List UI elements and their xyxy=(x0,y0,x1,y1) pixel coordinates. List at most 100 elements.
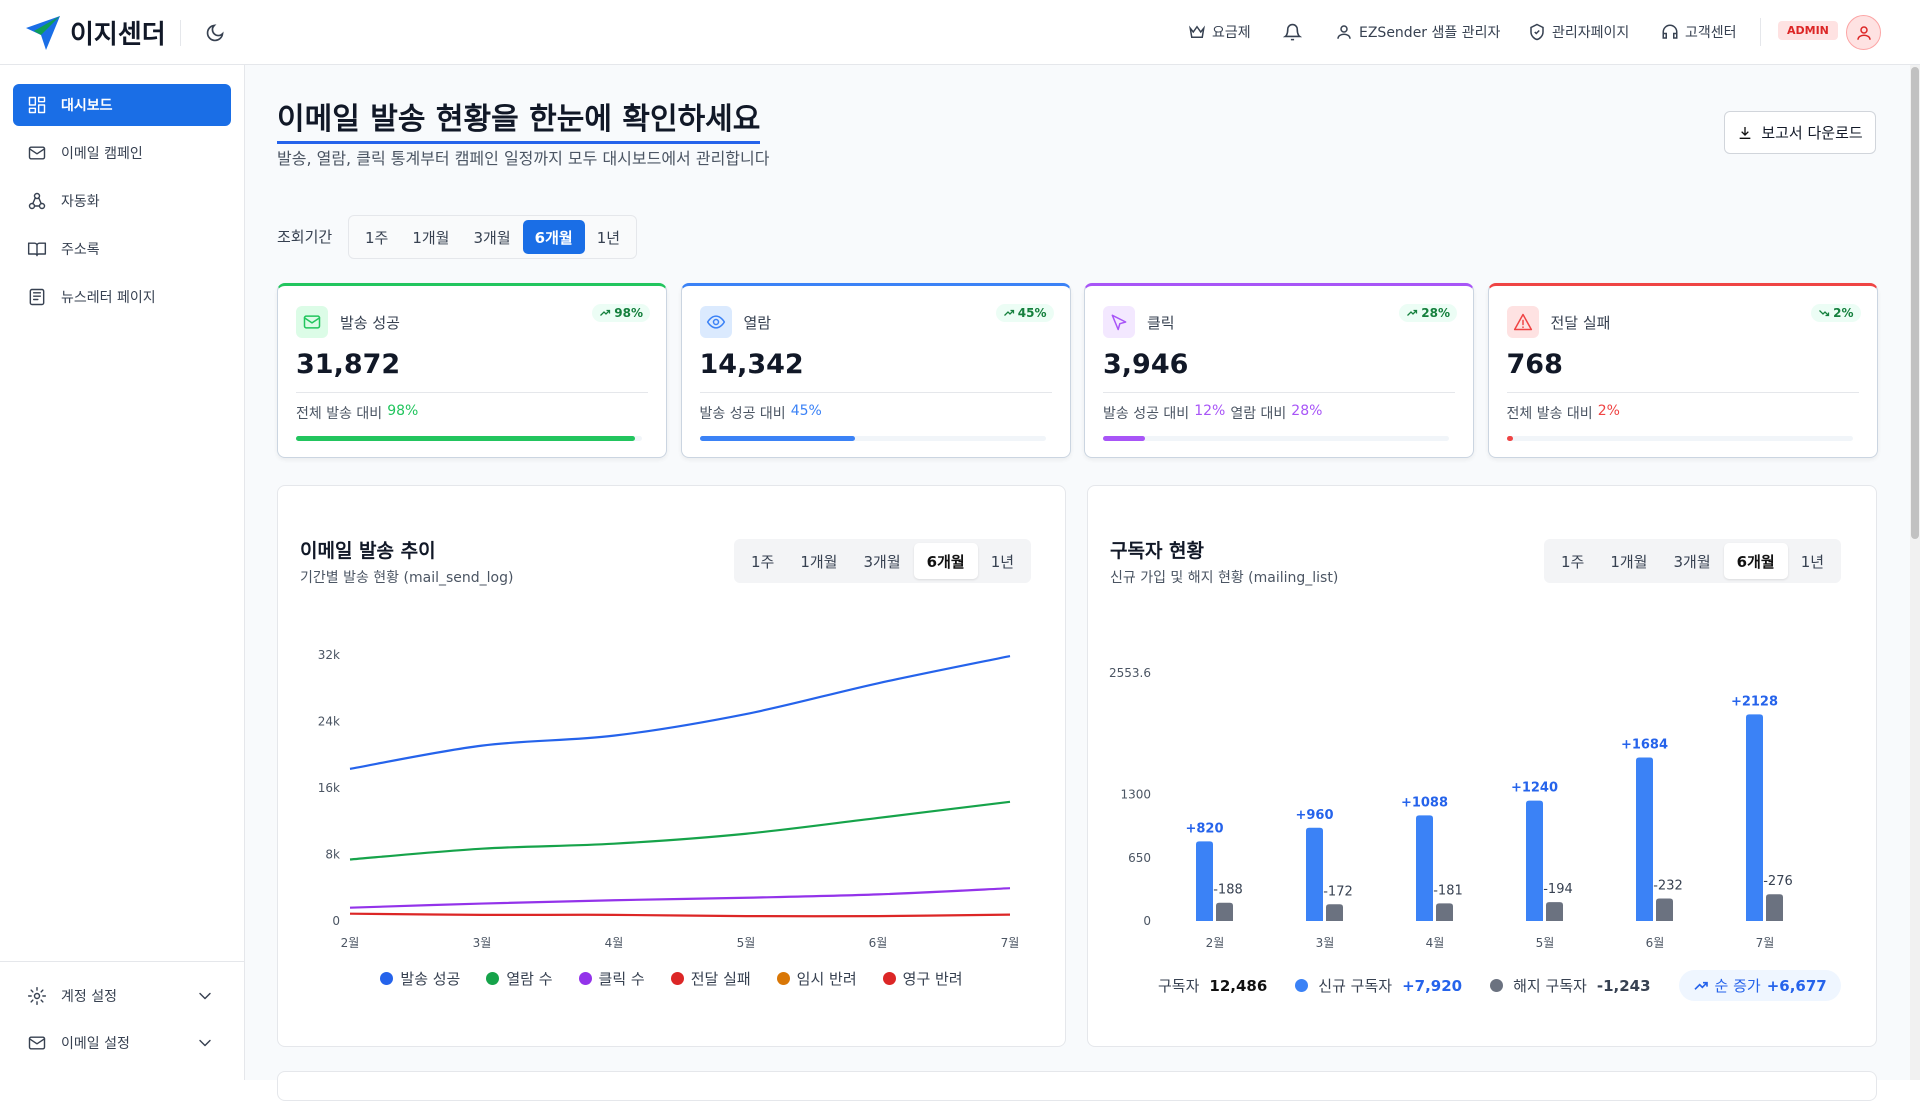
bar xyxy=(1416,815,1433,921)
period-label: 조회기간 xyxy=(277,228,333,246)
admin-page[interactable]: 관리자페이지 xyxy=(1528,22,1629,42)
legend-swatch xyxy=(578,972,592,985)
bar xyxy=(1436,903,1453,921)
net-label: 순 증가 xyxy=(1714,977,1761,995)
user-menu[interactable]: EZSender 샘플 관리자 xyxy=(1335,22,1500,42)
nav-item[interactable]: 주소록 xyxy=(13,228,231,270)
card-desc: 전체 발송 대비 2% xyxy=(1507,403,1620,423)
nav-item[interactable]: 뉴스레터 페이지 xyxy=(13,276,231,318)
summary-label: 구독자 xyxy=(1158,977,1200,995)
nav-item[interactable]: 이메일 캠페인 xyxy=(13,132,231,174)
chart-subtitle: 신규 가입 및 해지 현황 (mailing_list) xyxy=(1110,570,1339,586)
chevron xyxy=(195,986,215,1006)
summary-swatch xyxy=(1295,979,1309,992)
card-value: 3,946 xyxy=(1103,349,1189,380)
series-line xyxy=(349,912,1011,918)
x-tick-label: 7월 xyxy=(1756,936,1775,950)
progress-bar xyxy=(296,436,636,441)
card-label: 전달 실패 xyxy=(1550,314,1611,332)
nav-label: 대시보드 xyxy=(61,98,113,114)
divider xyxy=(180,20,181,46)
legend-swatch xyxy=(380,972,394,985)
period-tab[interactable]: 3개월 xyxy=(473,228,511,247)
settings-item[interactable]: 이메일 설정 xyxy=(13,1022,231,1064)
period-tab[interactable]: 3개월 xyxy=(863,552,901,571)
badge-label: 98% xyxy=(614,306,643,320)
desc-part: 전체 발송 대비 xyxy=(296,406,383,422)
legend-label: 열람 수 xyxy=(506,970,553,988)
card-icon xyxy=(699,306,732,338)
chart-period-tabs: 1주 1개월 3개월 6개월 1년 xyxy=(1544,539,1842,583)
notifications[interactable] xyxy=(1283,23,1302,42)
net-value: +6,677 xyxy=(1766,976,1827,995)
next-panel xyxy=(277,1071,1877,1101)
card-desc: 발송 성공 대비 45% xyxy=(700,403,822,423)
period-tabs: 1주 1개월 3개월 6개월 1년 xyxy=(348,215,638,259)
page-title: 이메일 발송 현황을 한눈에 확인하세요 xyxy=(277,94,761,144)
bar-value-label: +1240 xyxy=(1511,781,1558,796)
legend-swatch xyxy=(882,972,896,985)
bar-value-label: -181 xyxy=(1433,883,1463,898)
badge-label: 45% xyxy=(1017,306,1047,320)
period-tab[interactable]: 1주 xyxy=(365,228,389,247)
pricing[interactable]: 요금제 xyxy=(1188,22,1251,42)
bar xyxy=(1216,902,1233,921)
avatar[interactable] xyxy=(1846,15,1881,50)
card-icon xyxy=(296,306,328,338)
nav-item[interactable]: 대시보드 xyxy=(13,84,231,126)
desc-part: 발송 성공 대비 xyxy=(699,406,786,422)
download-button[interactable]: 보고서 다운로드 xyxy=(1724,111,1876,154)
period-tab[interactable]: 1년 xyxy=(596,228,621,247)
period-tab[interactable]: 1개월 xyxy=(800,552,838,571)
bar xyxy=(1326,904,1343,921)
card-label: 열람 xyxy=(743,314,772,332)
period-tab[interactable]: 3개월 xyxy=(1673,552,1711,571)
scroll-thumb[interactable] xyxy=(1911,67,1919,539)
period-tab[interactable]: 1개월 xyxy=(1610,552,1648,571)
nav-label: 주소록 xyxy=(61,242,100,258)
header: 이지센더 요금제 EZSender 샘플 관리자 관리자페이지 고객센터 ADM… xyxy=(0,0,1920,65)
bar xyxy=(1546,902,1563,921)
period-tab[interactable]: 6개월 xyxy=(1723,543,1788,579)
y-tick-label: 32k xyxy=(318,648,340,662)
bar xyxy=(1526,800,1543,921)
support[interactable]: 고객센터 xyxy=(1661,22,1737,42)
y-tick-label: 16k xyxy=(318,781,340,795)
legend-label: 영구 반려 xyxy=(902,970,963,988)
card-label: 클릭 xyxy=(1147,314,1175,332)
legend-item: 전달 실패 xyxy=(670,968,751,989)
progress-bar xyxy=(1506,436,1514,441)
period-tab[interactable]: 6개월 xyxy=(522,220,585,254)
card-icon xyxy=(1506,306,1539,338)
theme-toggle[interactable] xyxy=(205,23,225,43)
settings-item[interactable]: 계정 설정 xyxy=(13,975,231,1017)
desc-part: 12% xyxy=(1194,403,1226,419)
period-tab[interactable]: 1년 xyxy=(1800,552,1825,571)
period-tab[interactable]: 1주 xyxy=(1561,552,1585,571)
bar-value-label: +1088 xyxy=(1401,795,1448,810)
desc-part: 28% xyxy=(1291,403,1323,419)
summary-label: 해지 구독자 xyxy=(1513,977,1587,995)
user-label: EZSender 샘플 관리자 xyxy=(1359,25,1501,41)
legend-item: 영구 반려 xyxy=(882,968,963,989)
nav-item[interactable]: 자동화 xyxy=(13,180,231,222)
brand: 이지센더 xyxy=(70,20,166,50)
x-tick-label: 7월 xyxy=(1001,936,1020,950)
scrollbar xyxy=(1910,65,1920,1080)
stat-card: 발송 성공 98% 31,872 전체 발송 대비 98% xyxy=(277,283,667,458)
legend-item: 발송 성공 xyxy=(380,968,460,989)
badge: 45% xyxy=(995,304,1054,322)
period-tab[interactable]: 1주 xyxy=(751,552,775,571)
period-tab[interactable]: 6개월 xyxy=(913,543,978,579)
x-tick-label: 5월 xyxy=(1536,936,1555,950)
summary-swatch xyxy=(1490,979,1504,992)
period-tab[interactable]: 1년 xyxy=(990,552,1015,571)
bar-value-label: +820 xyxy=(1185,821,1223,836)
period-tab[interactable]: 1개월 xyxy=(412,228,450,247)
x-tick-label: 2월 xyxy=(341,936,360,950)
desc-part: 98% xyxy=(387,403,419,419)
legend-label: 클릭 수 xyxy=(598,970,645,988)
card-desc: 전체 발송 대비 98% xyxy=(296,403,418,423)
progress-bar xyxy=(699,436,856,441)
subscriber-panel: 구독자 현황 신규 가입 및 해지 현황 (mailing_list) 1주 1개월 3… xyxy=(1087,485,1877,1047)
